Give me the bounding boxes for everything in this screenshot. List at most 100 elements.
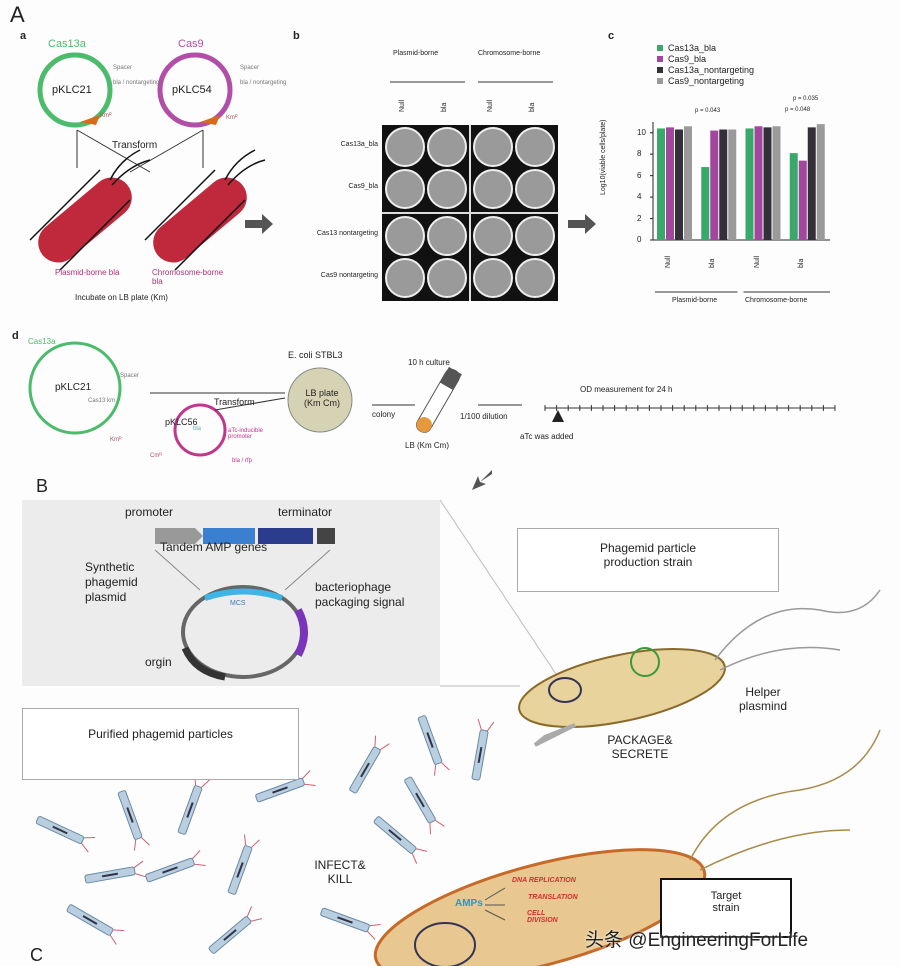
subpanel-letter: b: [293, 30, 300, 42]
spacer-label: Spacer: [240, 65, 260, 71]
phage-particle: [145, 850, 206, 883]
bar-Cas13a_bla: [657, 128, 665, 240]
promoter-label: aTc-inducible promoter: [228, 428, 264, 440]
bacterium-chromosome: [153, 177, 247, 263]
plate-row-label: Cas9_bla: [348, 183, 378, 190]
watermark: 头条 @EngineeringForLife: [585, 930, 809, 951]
bar-Cas9_bla: [666, 127, 674, 240]
mcs-label: MCS: [230, 600, 246, 607]
phage-particle: [84, 860, 147, 884]
agar-plate: [385, 127, 425, 167]
timeline: [544, 405, 836, 411]
cas-label: Cas13 km: [88, 398, 116, 404]
bacterium-plasmid: [38, 177, 132, 263]
bar-Cas9_nontargeting: [728, 129, 737, 240]
legend-swatch: [657, 67, 663, 73]
km-label: Kmᴿ: [226, 115, 238, 121]
flagella: [29, 149, 266, 271]
spacer-label: Spacer: [120, 373, 140, 379]
target-process: DNA REPLICATION: [512, 877, 576, 884]
signal-label: bacteriophage packaging signal: [315, 580, 405, 609]
agar-plate: [385, 258, 425, 298]
phage-particle: [117, 790, 150, 851]
target-label: bla / nontargeting: [240, 80, 287, 86]
agar-plate: [427, 216, 467, 256]
agar-plate: [473, 216, 513, 256]
origin-label: orgin: [145, 655, 172, 669]
production-bacterium: [518, 589, 881, 747]
bar-Cas13a_bla: [745, 128, 754, 240]
bar-Cas9_nontargeting: [684, 126, 692, 240]
legend-entry: Cas9_bla: [668, 54, 707, 64]
agar-plate: [515, 216, 555, 256]
arrow-icon: [472, 470, 492, 490]
transform-label: Transform: [214, 397, 255, 407]
agar-plate: [427, 127, 467, 167]
y-axis-label: Log10(viable cells/plate): [600, 119, 607, 196]
process-arrows: [150, 392, 522, 411]
plasmid-inner-label: bla: [193, 426, 202, 432]
x-tick-label: Null: [665, 255, 672, 268]
medium-label: LB (Km Cm): [405, 441, 449, 450]
cell-label: Plasmid-borne bla: [55, 268, 120, 277]
p-value: p = 0.043: [695, 108, 721, 114]
target-strain-label: Target strain: [710, 890, 742, 914]
plasmid-name: pKLC56: [165, 417, 198, 427]
plate-row-label: Cas13 nontargeting: [316, 230, 378, 237]
package-label: PACKAGE& SECRETE: [607, 733, 673, 761]
bar-Cas13a_nontargeting: [763, 127, 772, 240]
helper-label: Helper plasmind: [738, 685, 788, 713]
cas9-label: Cas9: [178, 38, 204, 50]
bar-Cas13a_nontargeting: [675, 129, 683, 240]
phage-particle: [320, 907, 381, 940]
phage-particle: [227, 834, 260, 895]
bar-Cas13a_nontargeting: [719, 129, 728, 240]
transform-label: Transform: [112, 140, 158, 151]
phage-particle: [177, 774, 210, 835]
terminator-label: terminator: [278, 505, 333, 519]
y-tick-label: 0: [637, 235, 642, 244]
cas13a-label: Cas13a: [48, 38, 86, 50]
bar-Cas9_nontargeting: [816, 124, 825, 240]
legend-swatch: [657, 56, 663, 62]
atc-marker-icon: [552, 410, 564, 422]
od-label: OD measurement for 24 h: [580, 385, 673, 394]
y-tick-label: 4: [637, 192, 642, 202]
agar-plate: [385, 169, 425, 209]
plasmid-name: pKLC21: [52, 84, 92, 96]
km-marker: [200, 115, 220, 125]
incubate-label: Incubate on LB plate (Km): [75, 293, 168, 302]
agar-plate: [427, 169, 467, 209]
agar-plate: [515, 169, 555, 209]
plasmid-pklc21-d: [28, 341, 122, 435]
agar-plate: [385, 216, 425, 256]
p-value: p = 0.035: [793, 96, 819, 102]
bar-Cas9_bla: [754, 126, 763, 240]
atc-label: aTc was added: [520, 432, 574, 441]
x-tick-label: Null: [753, 255, 761, 268]
phage-particles: [35, 715, 495, 954]
promoter-label: promoter: [125, 505, 174, 519]
target-process: TRANSLATION: [528, 894, 578, 901]
purified-box: Purified phagemid particles: [22, 708, 299, 780]
plasmid-name: pKLC21: [55, 382, 92, 393]
panel-letter: A: [10, 2, 25, 27]
y-tick-label: 8: [637, 149, 642, 159]
phage-particle: [255, 770, 316, 803]
plate-column-label: Null: [487, 99, 494, 112]
target-label: bla / nontargeting: [113, 80, 160, 86]
bar-chart: [650, 45, 830, 293]
bar-Cas13a_bla: [789, 153, 798, 240]
bar-Cas13a_bla: [701, 167, 710, 240]
phage-particle: [66, 904, 125, 945]
p-value: p = 0.048: [785, 107, 811, 113]
x-tick-label: bla: [797, 258, 805, 268]
bar-Cas9_bla: [710, 130, 719, 240]
plate-header: Chromosome-borne: [478, 50, 541, 57]
cm-label: Cmᴿ: [150, 453, 163, 459]
x-tick-label: bla: [709, 258, 717, 268]
y-tick-label: 2: [637, 213, 642, 223]
genes-label: Tandem AMP genes: [160, 540, 268, 554]
target-strain-box: Target strain: [660, 878, 792, 938]
